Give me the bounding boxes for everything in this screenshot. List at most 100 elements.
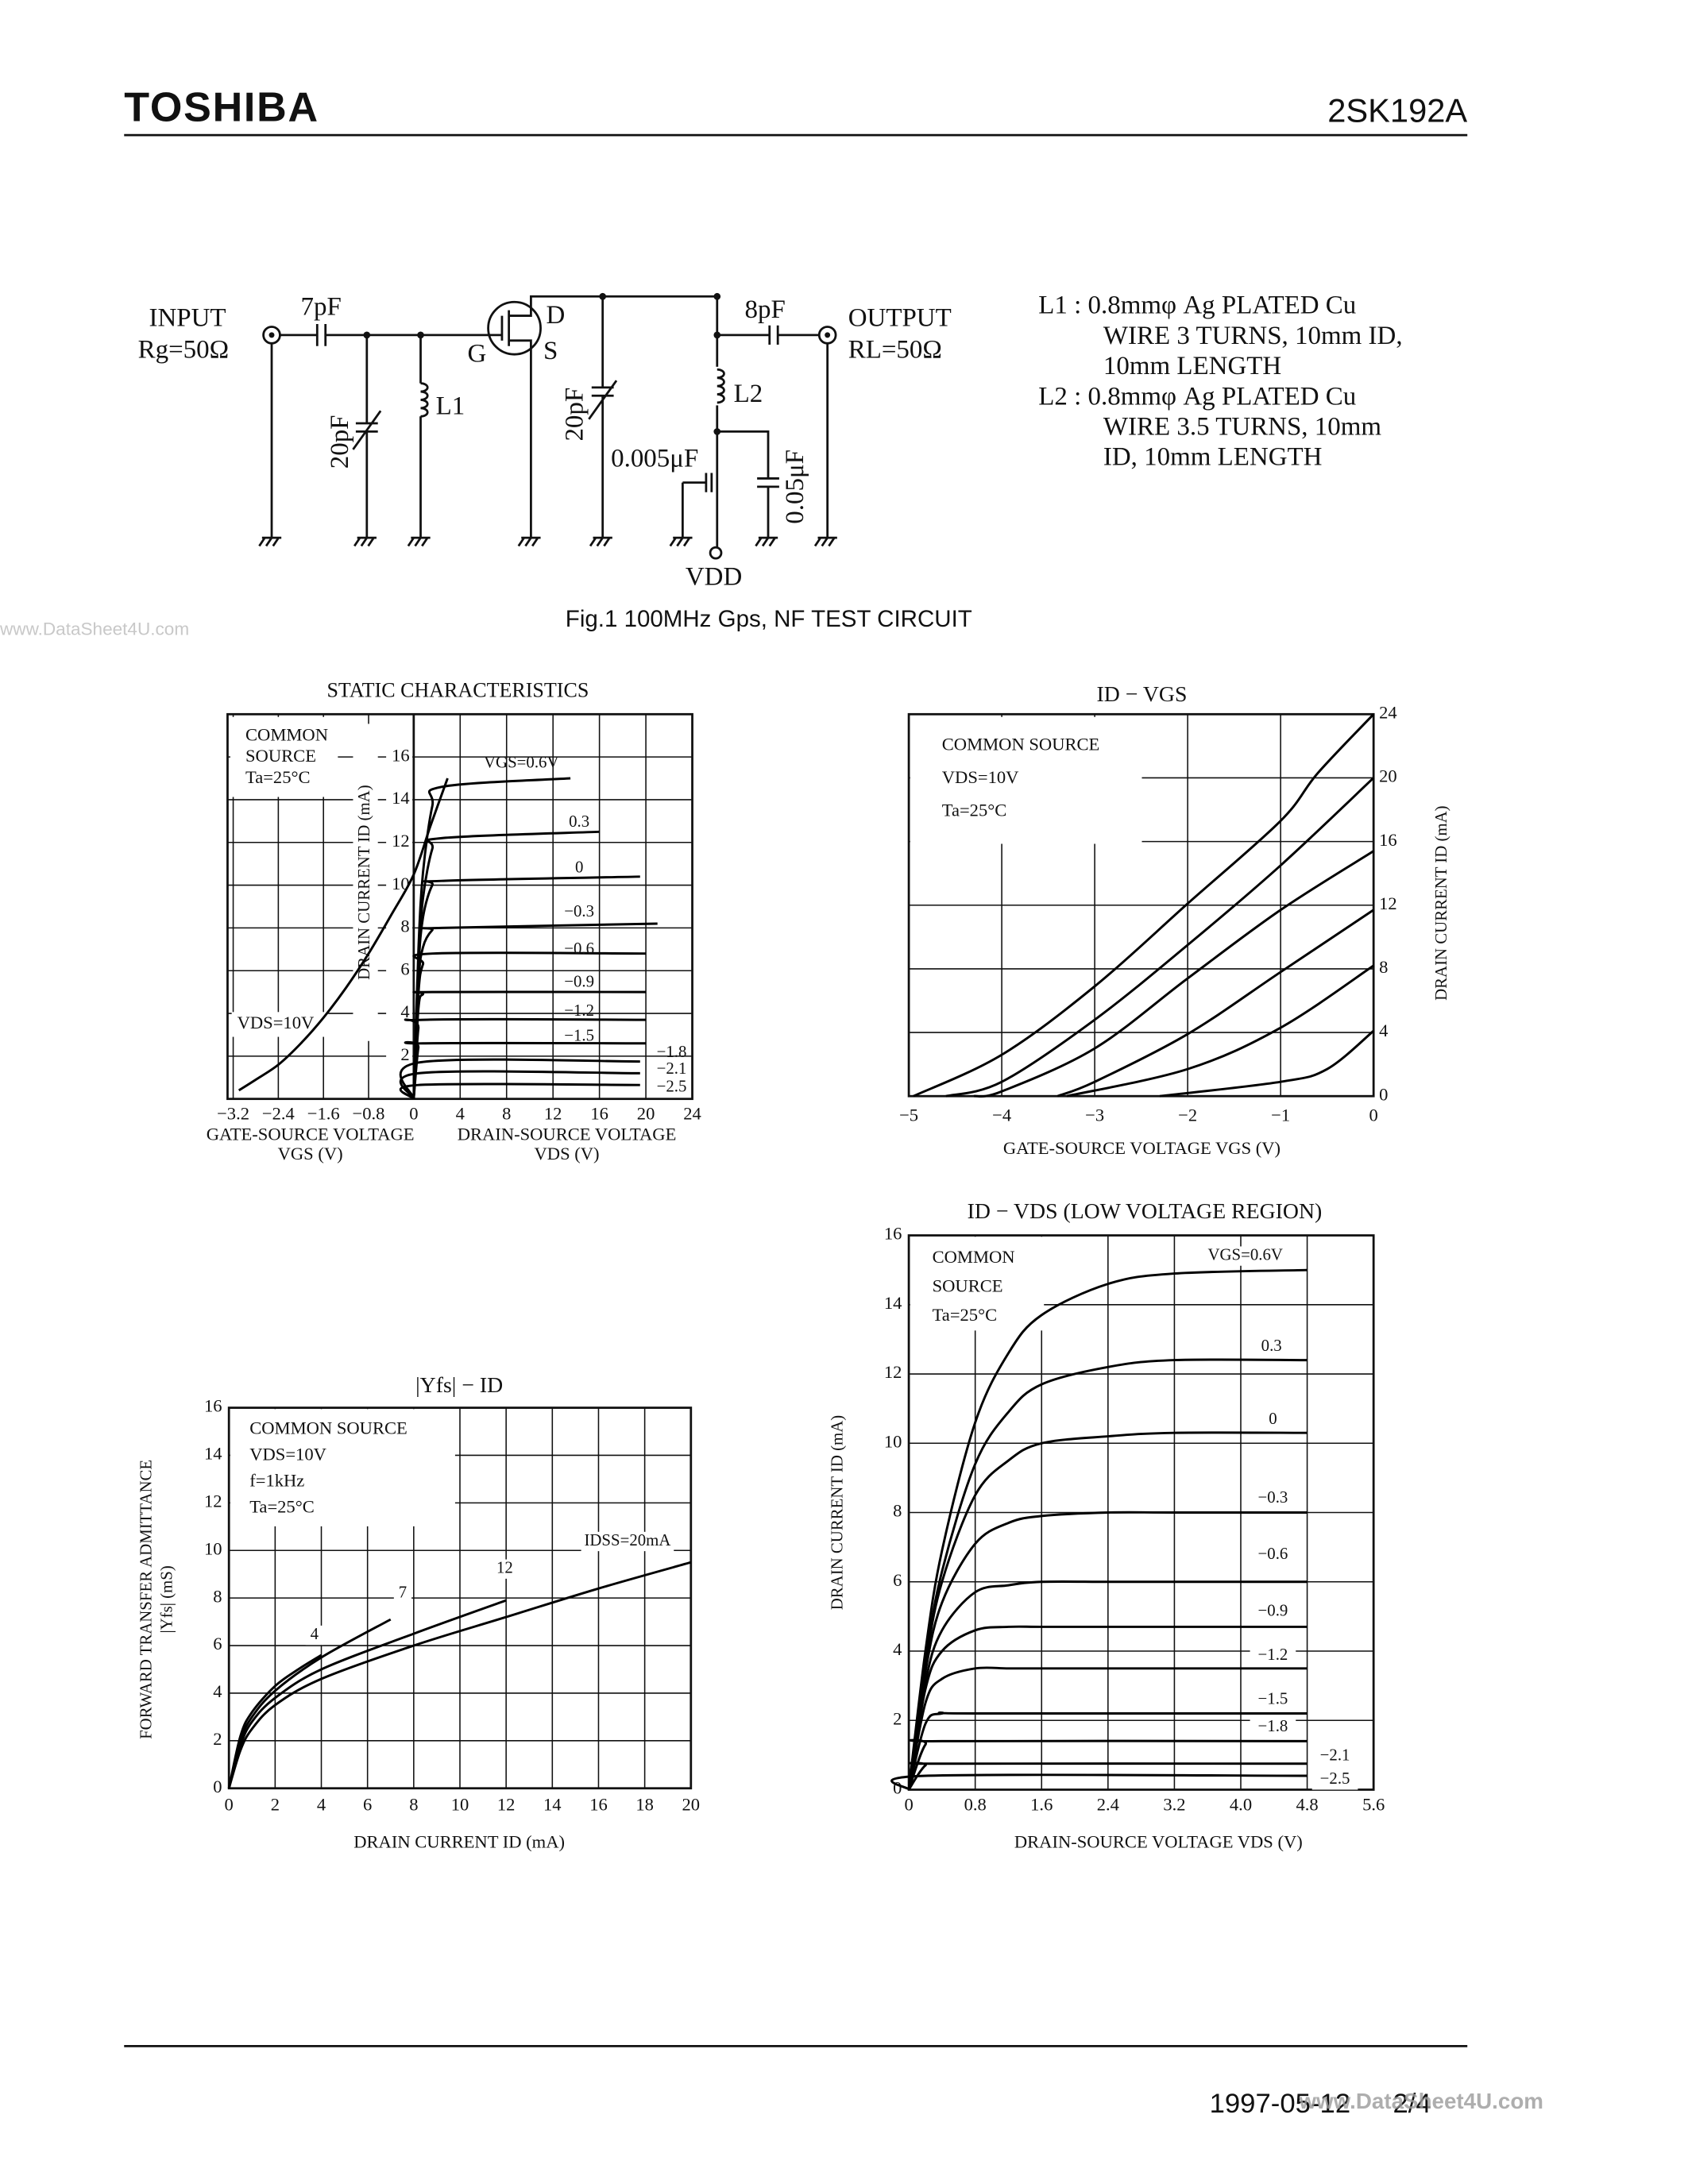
curve bbox=[227, 1561, 692, 1789]
x-tick-label: 2.4 bbox=[1097, 1794, 1119, 1814]
series-label: −0.3 bbox=[564, 901, 594, 920]
series-label: VGS=0.6V bbox=[1207, 1244, 1283, 1264]
x-tick-label: 5.6 bbox=[1362, 1794, 1385, 1814]
inductor-l2 bbox=[717, 368, 725, 404]
inductor-notes: L1 : 0.8mmφ Ag PLATED Cu WIRE 3 TURNS, 1… bbox=[1038, 291, 1402, 472]
y-tick-label: 12 bbox=[392, 831, 410, 851]
fet-symbol bbox=[487, 300, 542, 356]
chart-title: STATIC CHARACTERISTICS bbox=[326, 678, 589, 701]
series-label: −0.3 bbox=[1258, 1488, 1288, 1507]
x-tick-label: 16 bbox=[589, 1794, 608, 1814]
y-tick-label: 12 bbox=[204, 1491, 222, 1511]
ground-symbol bbox=[531, 537, 539, 547]
label-bg bbox=[1250, 1718, 1296, 1738]
y-tick-label: 16 bbox=[392, 745, 410, 765]
ground-symbol bbox=[414, 537, 422, 547]
label: Rg=50Ω bbox=[138, 335, 230, 364]
series-label: 0.3 bbox=[1261, 1336, 1282, 1355]
series-label: −1.5 bbox=[1258, 1688, 1288, 1707]
series-label: −1.8 bbox=[657, 1042, 687, 1061]
ground-symbol bbox=[272, 537, 280, 547]
junction bbox=[417, 331, 424, 339]
series-label: 12 bbox=[496, 1557, 513, 1576]
y-tick-label: 4 bbox=[1379, 1021, 1388, 1040]
output-terminal-core bbox=[825, 332, 831, 338]
ground-symbol bbox=[524, 537, 532, 547]
junction bbox=[363, 331, 371, 339]
vdd-terminal bbox=[709, 546, 723, 560]
y-tick-label: 12 bbox=[1379, 893, 1397, 913]
y-tick-label: 14 bbox=[204, 1444, 222, 1464]
ground-symbol bbox=[421, 537, 429, 547]
curve bbox=[907, 1738, 1308, 1790]
junction bbox=[599, 292, 607, 300]
note-text: SOURCE bbox=[933, 1276, 1003, 1296]
series-label: −1.5 bbox=[564, 1025, 594, 1044]
curve bbox=[907, 1666, 1308, 1790]
curve bbox=[907, 1511, 1308, 1790]
y-tick-label: 12 bbox=[884, 1362, 902, 1382]
curve bbox=[399, 1070, 640, 1100]
label-bg bbox=[305, 1625, 323, 1646]
label-bg bbox=[1203, 1246, 1288, 1266]
series-label: −2.5 bbox=[1320, 1769, 1350, 1788]
curve bbox=[1056, 909, 1374, 1098]
series-label: 0 bbox=[1269, 1409, 1277, 1428]
note-text: Ta=25°C bbox=[249, 1496, 315, 1516]
chart-title: ID − VDS (LOW VOLTAGE REGION) bbox=[968, 1199, 1323, 1224]
x-tick-label: 1.6 bbox=[1030, 1794, 1053, 1814]
label-bg bbox=[1253, 1337, 1290, 1357]
curve bbox=[227, 1599, 507, 1789]
note-text: COMMON SOURCE bbox=[942, 734, 1100, 754]
x-axis-label: GATE-SOURCE VOLTAGE bbox=[207, 1125, 415, 1144]
series-label: 7 bbox=[399, 1583, 407, 1602]
x-tick-label: 0 bbox=[225, 1794, 234, 1814]
x-tick-label: −4 bbox=[992, 1105, 1011, 1125]
curve bbox=[907, 1431, 1308, 1790]
y-tick-label: 2 bbox=[213, 1729, 222, 1749]
junctions bbox=[363, 292, 721, 435]
ground-symbol bbox=[669, 537, 677, 547]
label-bg bbox=[1264, 1410, 1282, 1430]
ground-symbol bbox=[353, 537, 361, 547]
label: D bbox=[546, 301, 565, 330]
note-box bbox=[910, 716, 1142, 844]
x-tick-label: 12 bbox=[497, 1794, 516, 1814]
note-line: L1 : 0.8mmφ Ag PLATED Cu bbox=[1038, 291, 1356, 320]
y-tick-label: 4 bbox=[893, 1639, 902, 1659]
series-label: −0.6 bbox=[1258, 1544, 1288, 1563]
y-tick-label: 10 bbox=[392, 874, 410, 893]
label: 8pF bbox=[745, 295, 786, 324]
y-tick-label: 8 bbox=[400, 916, 409, 936]
note-text: COMMON SOURCE bbox=[249, 1418, 408, 1438]
footer-date: 1997-05-12 bbox=[1210, 2089, 1351, 2119]
plot-frame bbox=[907, 712, 1375, 1098]
ground-symbol bbox=[265, 537, 273, 547]
x-tick-label: 4.8 bbox=[1296, 1794, 1318, 1814]
y-tick-label: 2 bbox=[893, 1708, 902, 1728]
ground-symbol bbox=[407, 537, 415, 547]
ground-symbol bbox=[596, 537, 604, 547]
x-tick-label: 12 bbox=[544, 1104, 562, 1124]
y-tick-label: 20 bbox=[1379, 766, 1397, 786]
y-tick-label: 10 bbox=[884, 1431, 902, 1451]
x-tick-label: 2 bbox=[271, 1794, 280, 1814]
series-label: −2.5 bbox=[657, 1077, 687, 1096]
ground-symbol bbox=[755, 537, 763, 547]
series-label: VGS=0.6V bbox=[484, 753, 559, 772]
x-tick-label: 20 bbox=[682, 1794, 701, 1814]
label-bg bbox=[1311, 1770, 1358, 1790]
note-text: f=1kHz bbox=[249, 1470, 304, 1490]
plot-frame bbox=[907, 1234, 1375, 1791]
junction bbox=[713, 331, 721, 339]
ground-symbol bbox=[603, 537, 611, 547]
x-tick-label: 0.8 bbox=[964, 1794, 987, 1814]
label-bg bbox=[1250, 1489, 1296, 1509]
x-tick-label: −3.2 bbox=[217, 1104, 249, 1124]
label: VDD bbox=[686, 563, 742, 592]
label-bg bbox=[353, 723, 378, 1041]
brand: TOSHIBA bbox=[124, 85, 319, 131]
x-tick-label: −1.6 bbox=[307, 1104, 340, 1124]
